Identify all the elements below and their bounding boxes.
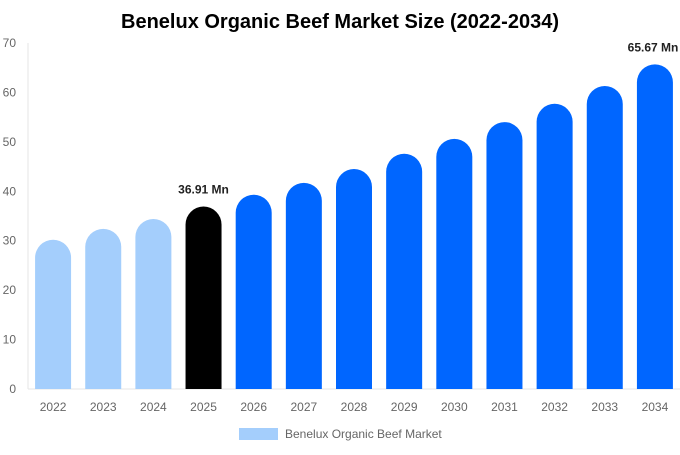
legend-swatch <box>239 428 278 440</box>
y-tick-label: 20 <box>3 283 17 297</box>
x-tick-label: 2033 <box>591 400 618 414</box>
y-tick-label: 30 <box>3 234 17 248</box>
bar-2032[interactable] <box>536 103 573 389</box>
x-tick-label: 2022 <box>40 400 67 414</box>
x-tick-label: 2023 <box>90 400 117 414</box>
bar-2023[interactable] <box>85 228 122 389</box>
data-label: 65.67 Mn <box>628 40 679 54</box>
bar-2028[interactable] <box>336 169 372 389</box>
data-label: 36.91 Mn <box>178 183 229 197</box>
y-tick-label: 50 <box>3 135 17 149</box>
bar-2034[interactable] <box>636 64 673 389</box>
chart-title: Benelux Organic Beef Market Size (2022-2… <box>121 11 559 33</box>
bar-2033[interactable] <box>586 86 623 389</box>
x-tick-label: 2026 <box>240 400 267 414</box>
x-tick-label: 2034 <box>642 400 669 414</box>
y-tick-label: 0 <box>9 382 16 396</box>
bar-2029[interactable] <box>386 153 423 389</box>
bar-2027[interactable] <box>285 182 322 389</box>
x-tick-label: 2030 <box>441 400 468 414</box>
x-tick-label: 2028 <box>341 400 368 414</box>
bar-2026[interactable] <box>235 194 272 389</box>
y-tick-label: 60 <box>3 85 17 99</box>
bar-2022[interactable] <box>35 239 72 389</box>
y-tick-label: 40 <box>3 184 17 198</box>
x-tick-label: 2027 <box>290 400 317 414</box>
x-tick-label: 2031 <box>491 400 518 414</box>
bar-2030[interactable] <box>436 138 473 389</box>
bar-2031[interactable] <box>486 122 523 390</box>
x-tick-label: 2029 <box>391 400 418 414</box>
legend-label: Benelux Organic Beef Market <box>285 427 442 441</box>
x-tick-label: 2024 <box>140 400 167 414</box>
x-tick-label: 2025 <box>190 400 217 414</box>
bar-2025[interactable] <box>185 206 222 389</box>
legend[interactable]: Benelux Organic Beef Market <box>239 427 442 441</box>
y-tick-label: 70 <box>3 36 17 50</box>
y-tick-label: 10 <box>3 333 17 347</box>
x-tick-label: 2032 <box>541 400 568 414</box>
bar-2024[interactable] <box>135 218 172 389</box>
